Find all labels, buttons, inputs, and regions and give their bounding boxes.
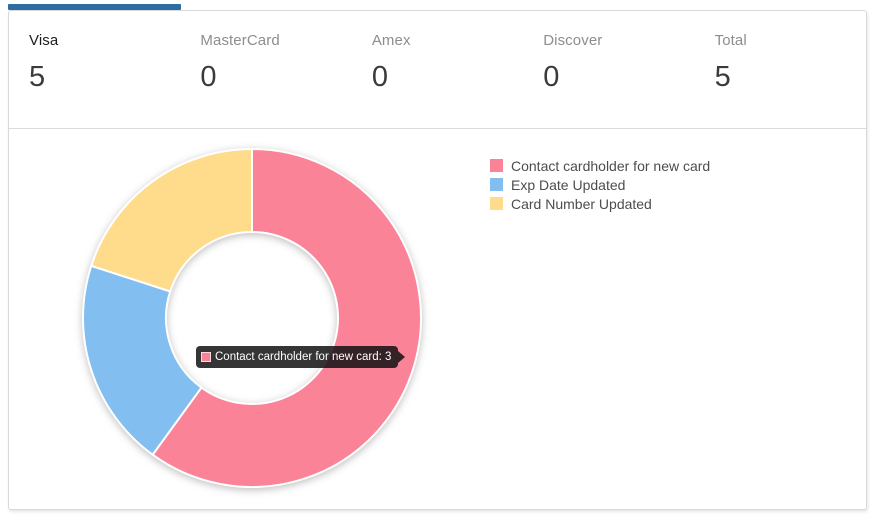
stat-tab-total[interactable]: Total 5 <box>695 11 866 128</box>
stat-label: Discover <box>543 32 603 49</box>
legend-key-swatch <box>490 197 503 210</box>
legend-key-swatch <box>490 159 503 172</box>
legend-item-card-number-updated[interactable]: Card Number Updated <box>490 194 710 213</box>
stat-label: Amex <box>371 32 411 49</box>
tooltip-text: Contact cardholder for new card: 3 <box>215 351 392 363</box>
legend-label: Card Number Updated <box>511 195 652 212</box>
stat-tab-amex[interactable]: Amex 0 <box>352 11 523 128</box>
legend-label: Contact cardholder for new card <box>511 157 711 174</box>
chart-area: Contact cardholder for new card Exp Date… <box>9 129 866 509</box>
stat-value: 5 <box>29 61 46 93</box>
donut-slice-2[interactable] <box>90 148 253 293</box>
chart-legend: Contact cardholder for new card Exp Date… <box>490 156 710 213</box>
tooltip-key-swatch <box>201 352 211 362</box>
stat-value: 5 <box>714 61 731 93</box>
stat-label: Visa <box>29 32 59 49</box>
stat-tab-visa[interactable]: Visa 5 <box>9 11 180 128</box>
legend-key-swatch <box>490 178 503 191</box>
chart-tooltip: Contact cardholder for new card: 3 <box>196 346 399 368</box>
legend-label: Exp Date Updated <box>511 176 626 193</box>
donut-chart <box>82 148 422 488</box>
stat-tab-discover[interactable]: Discover 0 <box>523 11 694 128</box>
stat-tab-mastercard[interactable]: MasterCard 0 <box>180 11 351 128</box>
legend-item-contact-cardholder[interactable]: Contact cardholder for new card <box>490 156 710 175</box>
stat-value: 0 <box>200 61 217 93</box>
legend-item-exp-date-updated[interactable]: Exp Date Updated <box>490 175 710 194</box>
active-tab-indicator <box>8 4 181 10</box>
stat-label: MasterCard <box>200 32 280 49</box>
stat-label: Total <box>714 32 747 49</box>
stats-row: Visa 5 MasterCard 0 Amex 0 Discover 0 To… <box>9 11 866 129</box>
card-updates-panel: Visa 5 MasterCard 0 Amex 0 Discover 0 To… <box>8 4 867 510</box>
donut-slice-1[interactable] <box>82 264 203 456</box>
stat-value: 0 <box>543 61 560 93</box>
donut-slice-0[interactable] <box>151 148 422 488</box>
stat-value: 0 <box>371 61 388 93</box>
